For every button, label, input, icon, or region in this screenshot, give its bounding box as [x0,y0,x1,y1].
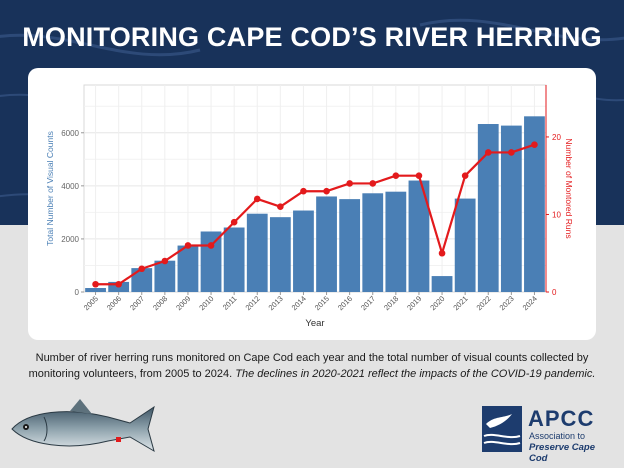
x-tick-label: 2021 [451,294,469,312]
bar-2020 [431,276,453,292]
bar-2022 [477,124,499,292]
x-tick-label: 2011 [221,294,239,312]
runs-point-2005 [92,280,99,288]
x-tick-label: 2019 [405,294,423,312]
caption-emphasis: The declines in 2020-2021 reflect the im… [235,368,596,380]
y-tick-label: 0 [75,288,80,297]
runs-point-2020 [438,249,446,257]
y2-tick-label: 0 [552,288,557,297]
bar-2007 [131,268,153,292]
runs-point-2015 [323,187,330,195]
runs-point-2007 [138,265,146,273]
x-tick-label: 2017 [359,294,377,312]
bar-2008 [154,260,176,292]
plot-area [83,84,547,293]
bar-2024 [524,116,545,292]
logo-name: APCC [528,406,595,431]
x-tick-label: 2020 [428,294,446,312]
logo-subtitle-1: Association to [529,431,586,441]
combo-chart: 0 2000 4000 6000 0 10 20 2005 2006 2007 2008 2009 20… [45,84,574,329]
runs-point-2023 [508,149,515,156]
runs-point-2014 [300,187,307,195]
bar-2015 [316,196,337,292]
bar-2009 [177,245,199,292]
bar-2018 [385,191,407,292]
bar-2011 [223,227,245,292]
bar-2017 [362,193,384,292]
bar-2019 [408,180,430,292]
y-tick-label: 6000 [61,129,79,138]
y2-axis-title: Number of Montored Runs [564,138,574,238]
runs-point-2019 [415,172,423,180]
x-tick-label: 2006 [105,294,123,312]
runs-point-2012 [253,195,261,203]
runs-point-2009 [184,242,192,249]
figure-caption: Number of river herring runs monitored o… [24,350,600,382]
x-tick-label: 2007 [128,294,146,312]
x-tick-label: 2018 [382,294,400,312]
bar-2012 [246,213,268,292]
runs-point-2022 [484,149,492,156]
bar-2021 [454,198,476,292]
herring-fish-icon [11,399,155,453]
y2-tick-label: 10 [552,210,561,219]
runs-point-2024 [531,141,538,148]
bar-2010 [200,231,222,292]
bar-2016 [339,199,361,292]
x-tick-label: 2009 [174,294,192,312]
runs-point-2006 [115,280,122,288]
page-title: MONITORING CAPE COD’S RIVER HERRING [22,22,602,52]
runs-point-2011 [230,218,238,226]
bar-2023 [500,125,522,292]
chart-panel: 0 2000 4000 6000 0 10 20 2005 2006 2007 2008 2009 20… [28,68,596,340]
y-tick-label: 2000 [61,235,79,244]
runs-point-2013 [277,203,284,211]
x-tick-label: 2012 [244,294,262,312]
bar-2013 [269,217,291,292]
x-tick-label: 2016 [336,294,354,312]
x-tick-label: 2010 [197,294,215,312]
x-tick-label: 2022 [475,294,493,312]
x-tick-label: 2013 [267,294,285,312]
y-tick-label: 4000 [61,182,79,191]
x-axis-title: Year [305,318,324,329]
x-tick-label: 2023 [498,294,516,312]
y2-tick-label: 20 [552,133,561,142]
runs-point-2010 [207,242,215,249]
runs-point-2017 [369,180,377,187]
x-tick-label: 2014 [290,294,308,312]
runs-point-2018 [392,172,400,180]
runs-line [95,143,535,286]
x-tick-label: 2008 [151,294,169,312]
x-tick-label: 2005 [82,294,100,312]
caption-main: Number of river herring runs monitored o… [28,352,589,380]
apcc-logo: APCC Association to Preserve Cape Cod [482,406,608,464]
y-axis-title: Total Number of Visual Counts [45,131,55,246]
x-tick-label: 2015 [313,294,331,312]
runs-point-2008 [161,257,169,265]
bar-2014 [293,210,314,292]
x-tick-label: 2024 [521,294,539,312]
runs-point-2016 [346,180,353,187]
logo-subtitle-2: Preserve Cape Cod [529,442,596,464]
apcc-bird-icon [482,406,522,452]
runs-point-2021 [461,172,469,180]
bar-2005 [85,288,106,292]
